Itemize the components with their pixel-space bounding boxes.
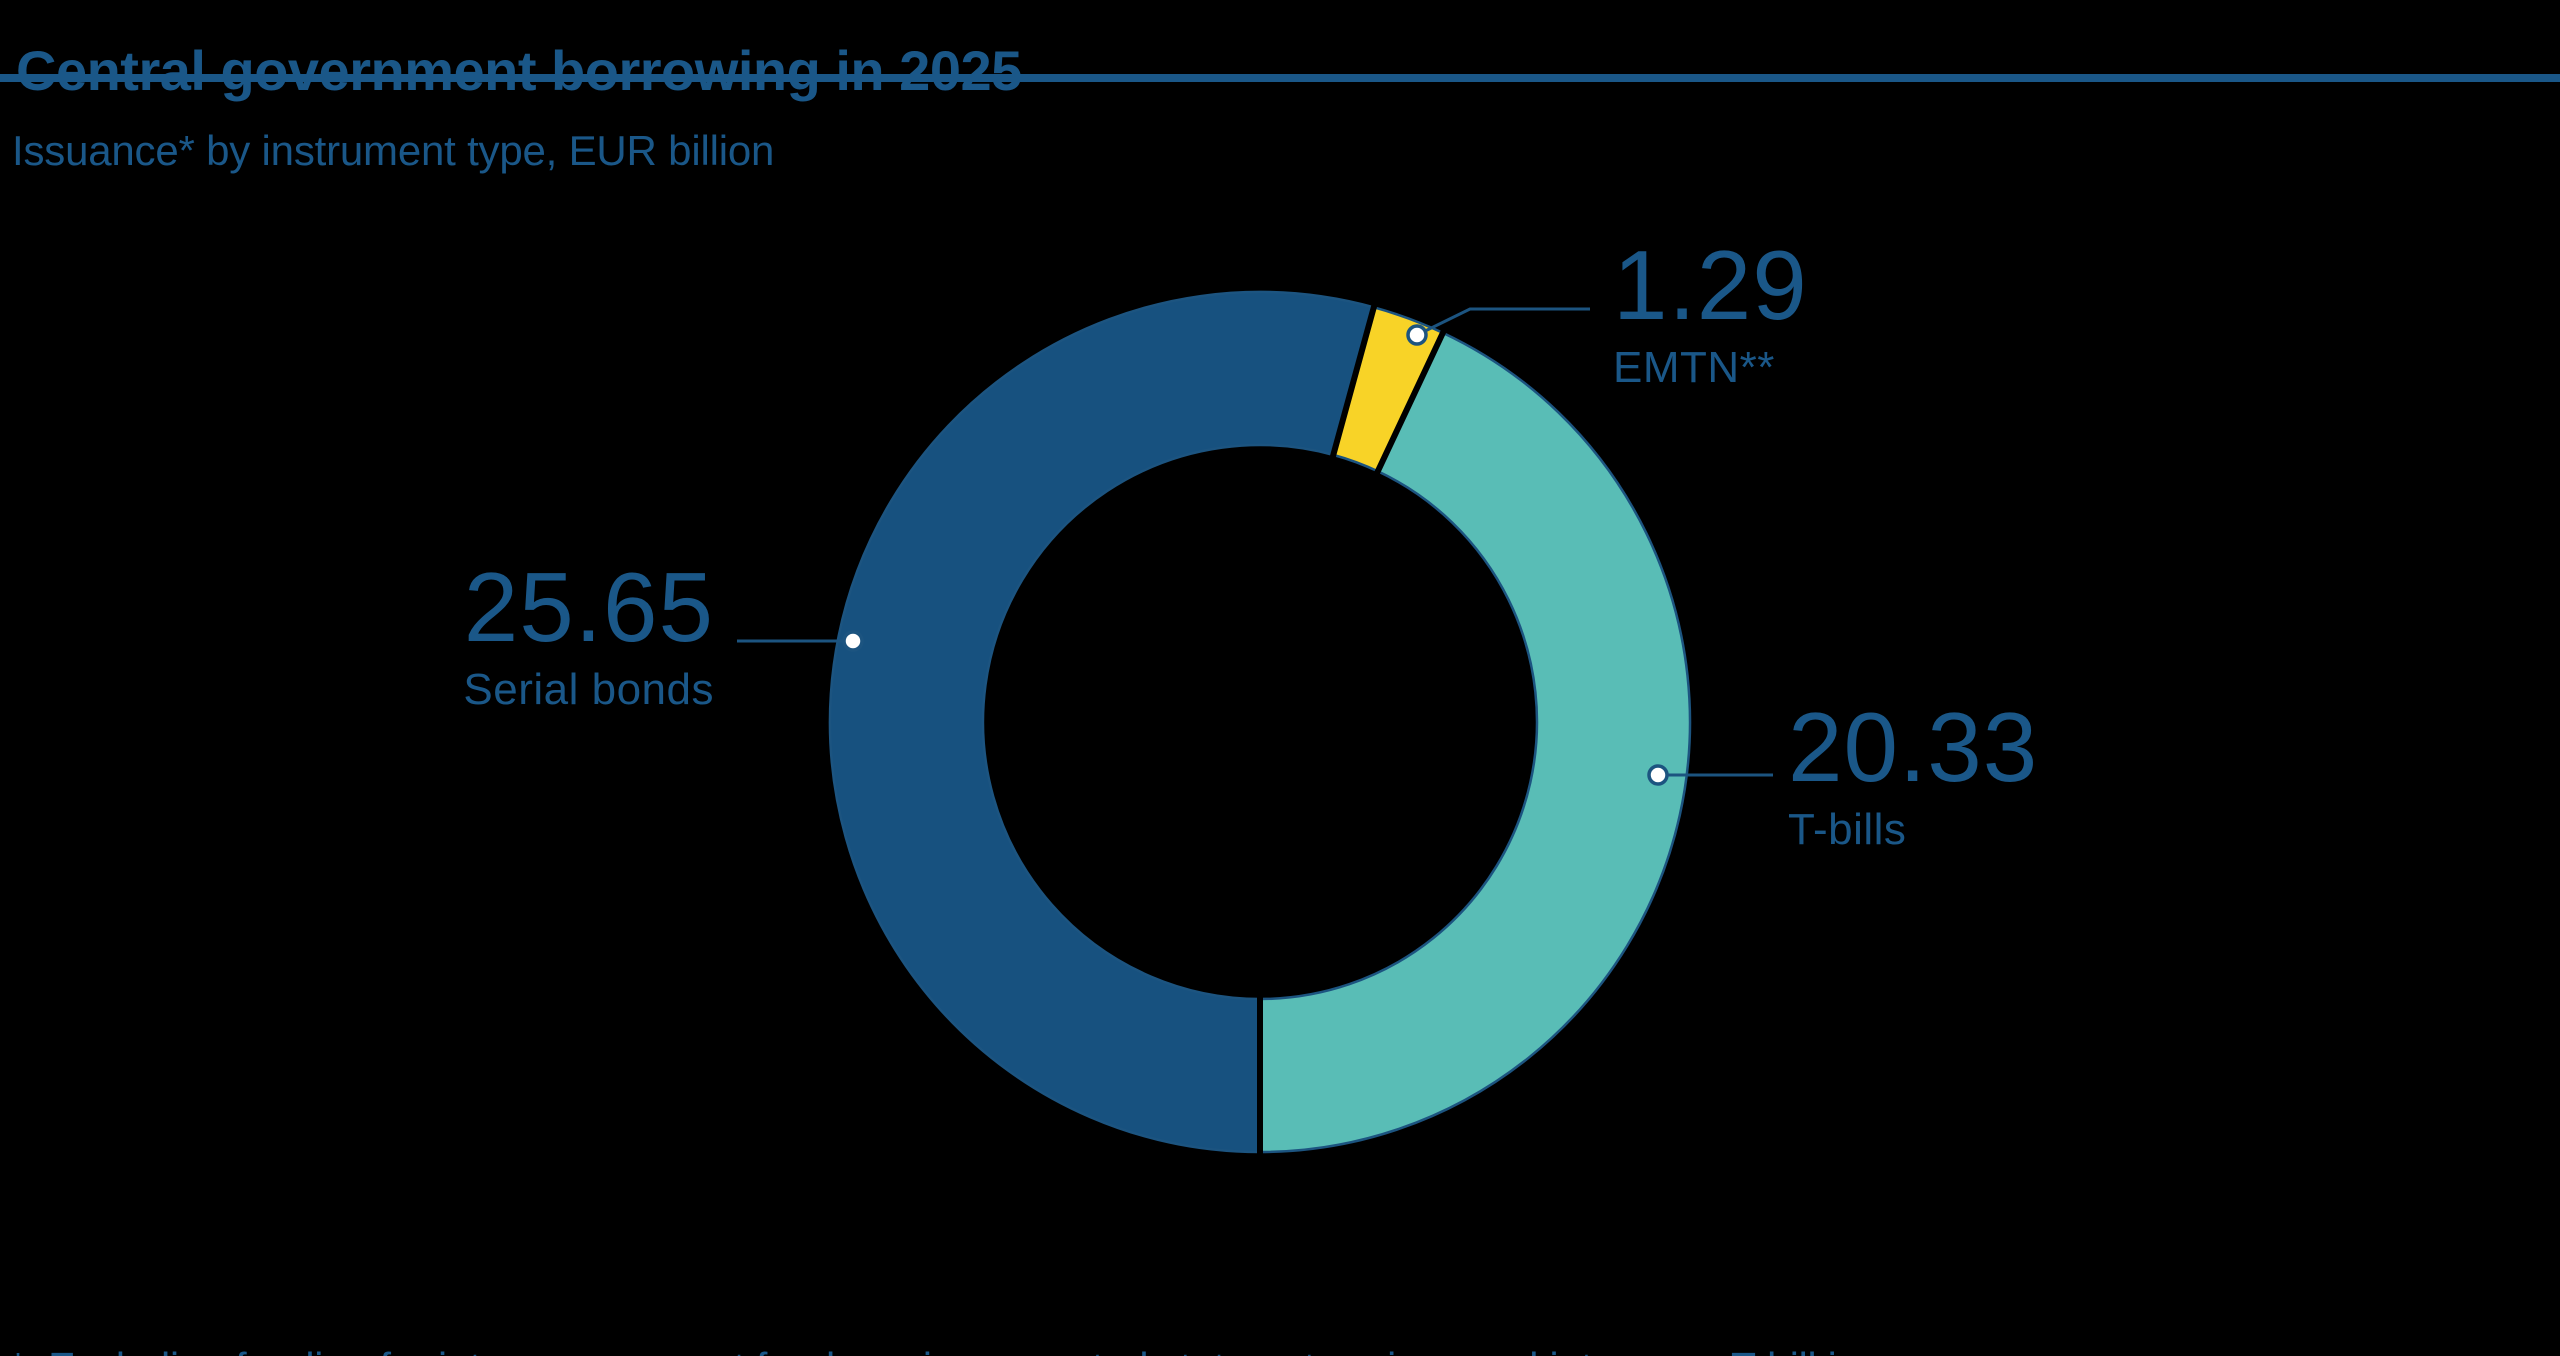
value-emtn: 1.29: [1613, 230, 1808, 340]
chart-subtitle: Issuance* by instrument type, EUR billio…: [12, 127, 775, 174]
callout-serial-bonds: 25.65 Serial bonds: [463, 552, 714, 714]
callout-dot-t-bills: [1647, 764, 1669, 786]
value-serial-bonds: 25.65: [463, 552, 714, 662]
title-divider-line: [0, 74, 2560, 82]
footnote-1: * Excluding funding for intra-government…: [10, 1342, 1988, 1356]
callout-dot-serial-bonds: [842, 630, 864, 652]
callout-leader-lines: [737, 307, 1773, 786]
label-serial-bonds: Serial bonds: [463, 664, 714, 714]
chart-title: Central government borrowing in 2025: [16, 38, 1022, 102]
donut-segment-serial-bonds: [828, 290, 1376, 1154]
callout-emtn: 1.29 EMTN**: [1613, 230, 1808, 392]
callout-t-bills: 20.33 T-bills: [1788, 692, 2039, 854]
donut-segment-t-bills: [1258, 331, 1692, 1154]
segment-separator: [1329, 303, 1378, 459]
value-t-bills: 20.33: [1788, 692, 2039, 802]
footnotes: * Excluding funding for intra-government…: [10, 1242, 1988, 1356]
leader-line-emtn: [1416, 307, 1590, 337]
callout-dot-emtn: [1406, 324, 1428, 346]
label-emtn: EMTN**: [1613, 342, 1775, 392]
segment-separator: [1373, 328, 1447, 476]
label-t-bills: T-bills: [1788, 804, 1907, 854]
